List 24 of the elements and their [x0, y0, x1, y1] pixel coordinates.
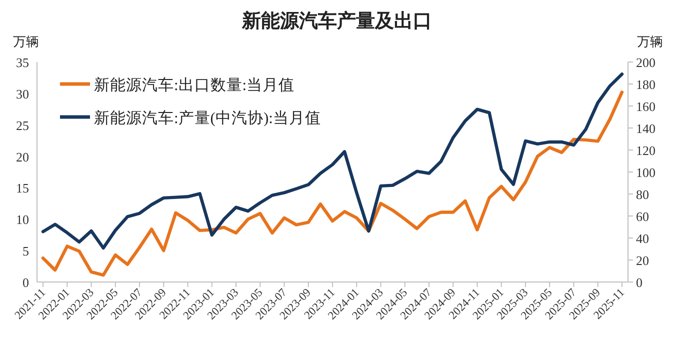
y-tick-label: 25 — [16, 118, 29, 133]
y2-tick-label: 200 — [636, 55, 656, 70]
y2-tick-label: 20 — [636, 253, 649, 268]
chart-title: 新能源汽车产量及出口 — [241, 10, 432, 32]
y2-axis-title: 万辆 — [637, 34, 663, 49]
y-tick-label: 15 — [16, 180, 29, 196]
y-axis-title: 万辆 — [13, 34, 39, 49]
y2-tick-label: 180 — [636, 77, 656, 92]
y2-tick-label: 140 — [636, 121, 656, 136]
legend-label: 新能源汽车:出口数量:当月值 — [94, 76, 295, 94]
y2-tick-label: 60 — [636, 209, 649, 224]
legend-label: 新能源汽车:产量(中汽协):当月值 — [94, 109, 321, 127]
y2-tick-label: 160 — [636, 99, 656, 114]
y2-tick-label: 40 — [636, 231, 649, 246]
y2-tick-label: 120 — [636, 143, 656, 158]
y-tick-label: 0 — [22, 275, 29, 290]
y-tick-label: 30 — [16, 86, 29, 102]
y-tick-label: 5 — [22, 244, 29, 259]
y-tick-label: 35 — [16, 55, 29, 70]
y2-tick-label: 0 — [636, 275, 642, 290]
y2-tick-label: 100 — [636, 165, 656, 180]
y2-tick-label: 80 — [636, 187, 649, 202]
y-tick-label: 10 — [16, 212, 29, 228]
y-tick-label: 20 — [16, 149, 29, 164]
